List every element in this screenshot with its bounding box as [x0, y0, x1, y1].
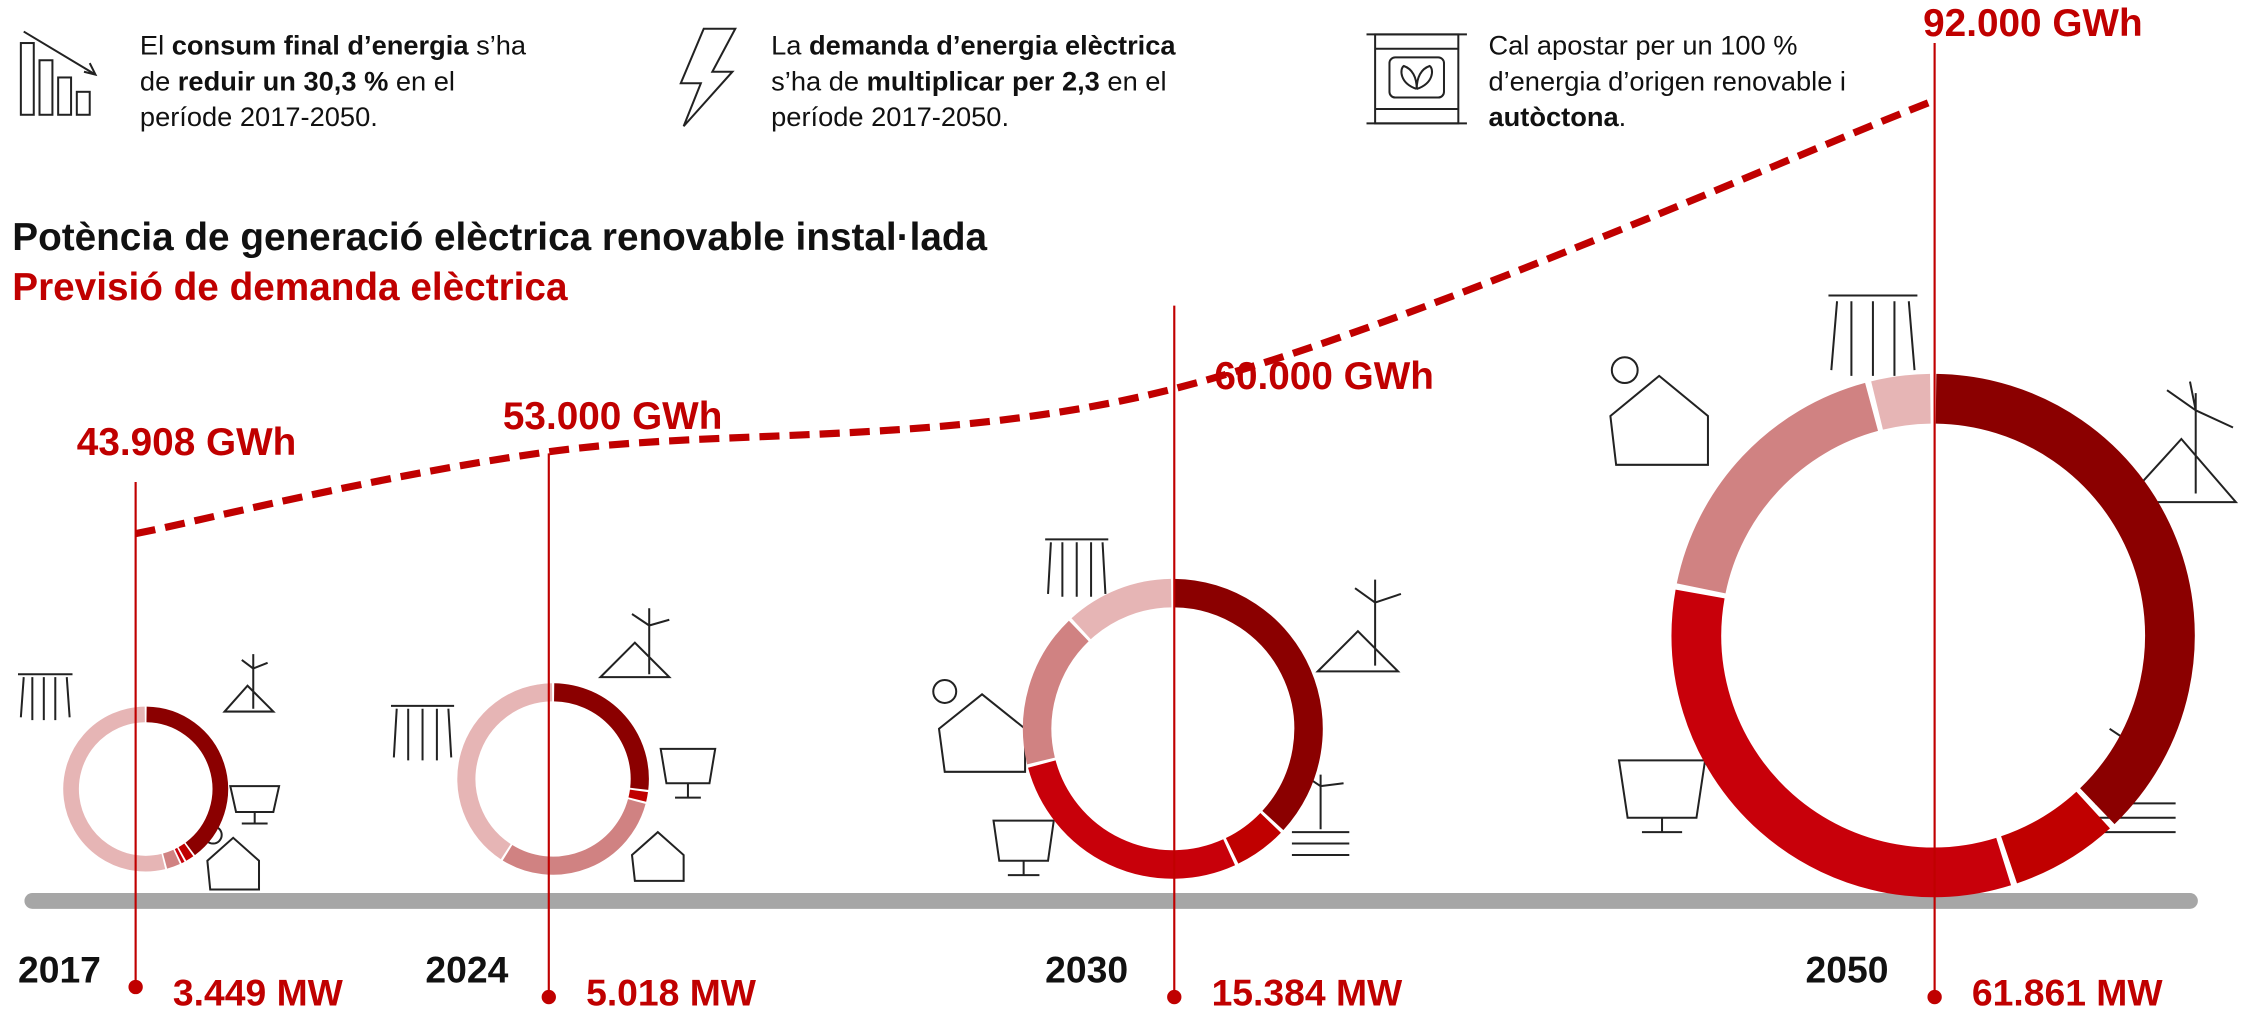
donut-segment: [2009, 810, 2093, 860]
donut-segment: [1936, 399, 2170, 806]
donut-segment: [508, 802, 637, 866]
demand-label: 60.000 GWh: [1214, 355, 1433, 398]
fact-run: reduir un 30,3 %: [178, 65, 389, 96]
fact-run: autòctona: [1488, 101, 1619, 132]
fact-run: .: [1619, 101, 1627, 132]
year-dot: [1167, 990, 1181, 1004]
year-label: 2017: [18, 949, 101, 991]
fact-run: s’ha: [469, 30, 527, 61]
icon-decrease: [21, 32, 96, 115]
donut-segment: [1037, 631, 1079, 761]
demand-label: 43.908 GWh: [77, 421, 297, 464]
donut-segment: [1174, 593, 1308, 820]
donut-segment: [147, 714, 221, 848]
subtitle: Previsió de demanda elèctrica: [12, 266, 568, 309]
year-dot: [1927, 990, 1941, 1004]
donut-segment: [178, 855, 181, 856]
fact-line: període 2017-2050.: [140, 101, 378, 132]
donut-segment: [1042, 764, 1229, 864]
fact-run: consum final d’energia: [172, 30, 470, 61]
fact-run: La: [771, 30, 809, 61]
power-label: 61.861 MW: [1972, 971, 2163, 1013]
fact-line: El consum final d’energia s’ha: [140, 30, 527, 61]
fact-run: demanda d’energia elèctrica: [809, 30, 1176, 61]
fact-run: Cal apostar per un 100 %: [1488, 30, 1797, 61]
chart: 2017 3.449 MW 43.908 GWh 2024 5.018 MW 53.000…: [18, 2, 2195, 1013]
fact-line: d’energia d’origen renovable i: [1488, 65, 1846, 96]
power-label: 5.018 MW: [586, 971, 757, 1013]
icon-battery: [1367, 34, 1467, 123]
title: Potència de generació elèctrica renovabl…: [12, 216, 987, 259]
fact-run: període 2017-2050.: [140, 101, 378, 132]
donut-segment: [182, 850, 188, 854]
fact-line: s’ha de multiplicar per 2,3 en el: [771, 65, 1166, 96]
icon-lightning: [681, 29, 736, 127]
fact-run: d’energia d’origen renovable i: [1488, 65, 1846, 96]
fact-run: s’ha de: [771, 65, 866, 96]
donut-segment: [165, 857, 177, 861]
donut-segment: [1232, 823, 1271, 851]
demand-label: 53.000 GWh: [503, 395, 723, 438]
demand-line: [136, 100, 1935, 533]
donut-segment: [1081, 593, 1171, 629]
fact-run: en el: [388, 65, 455, 96]
fact-run: de: [140, 65, 178, 96]
fact-line: de reduir un 30,3 % en el: [140, 65, 455, 96]
donut-segment: [1877, 399, 1930, 406]
year-label: 2030: [1045, 949, 1128, 991]
year-label: 2050: [1805, 949, 1888, 991]
fact-line: Cal apostar per un 100 %: [1488, 30, 1797, 61]
power-label: 15.384 MW: [1212, 971, 1403, 1013]
fact-line: autòctona.: [1488, 101, 1626, 132]
fact-run: en el: [1100, 65, 1167, 96]
year-label: 2024: [425, 949, 508, 991]
fact-line: La demanda d’energia elèctrica: [771, 30, 1176, 61]
fact-run: multiplicar per 2,3: [867, 65, 1100, 96]
fact-run: període 2017-2050.: [771, 101, 1009, 132]
donut-segment: [466, 692, 552, 851]
fact-line: període 2017-2050.: [771, 101, 1009, 132]
donut-segment: [554, 692, 640, 789]
page: El consum final d’energia s’ha de reduir …: [0, 0, 2251, 1020]
power-label: 3.449 MW: [173, 971, 344, 1013]
year-dot: [128, 980, 142, 994]
donut-segment: [71, 714, 163, 863]
donut-segment: [1696, 594, 2003, 872]
year-dot: [542, 990, 556, 1004]
donut-segment: [1701, 407, 1871, 588]
infographic: El consum final d’energia s’ha de reduir …: [0, 0, 2251, 1020]
demand-label: 92.000 GWh: [1923, 2, 2142, 45]
fact-run: El: [140, 30, 172, 61]
donut-segment: [637, 791, 639, 800]
facts: El consum final d’energia s’ha de reduir …: [140, 30, 1846, 133]
